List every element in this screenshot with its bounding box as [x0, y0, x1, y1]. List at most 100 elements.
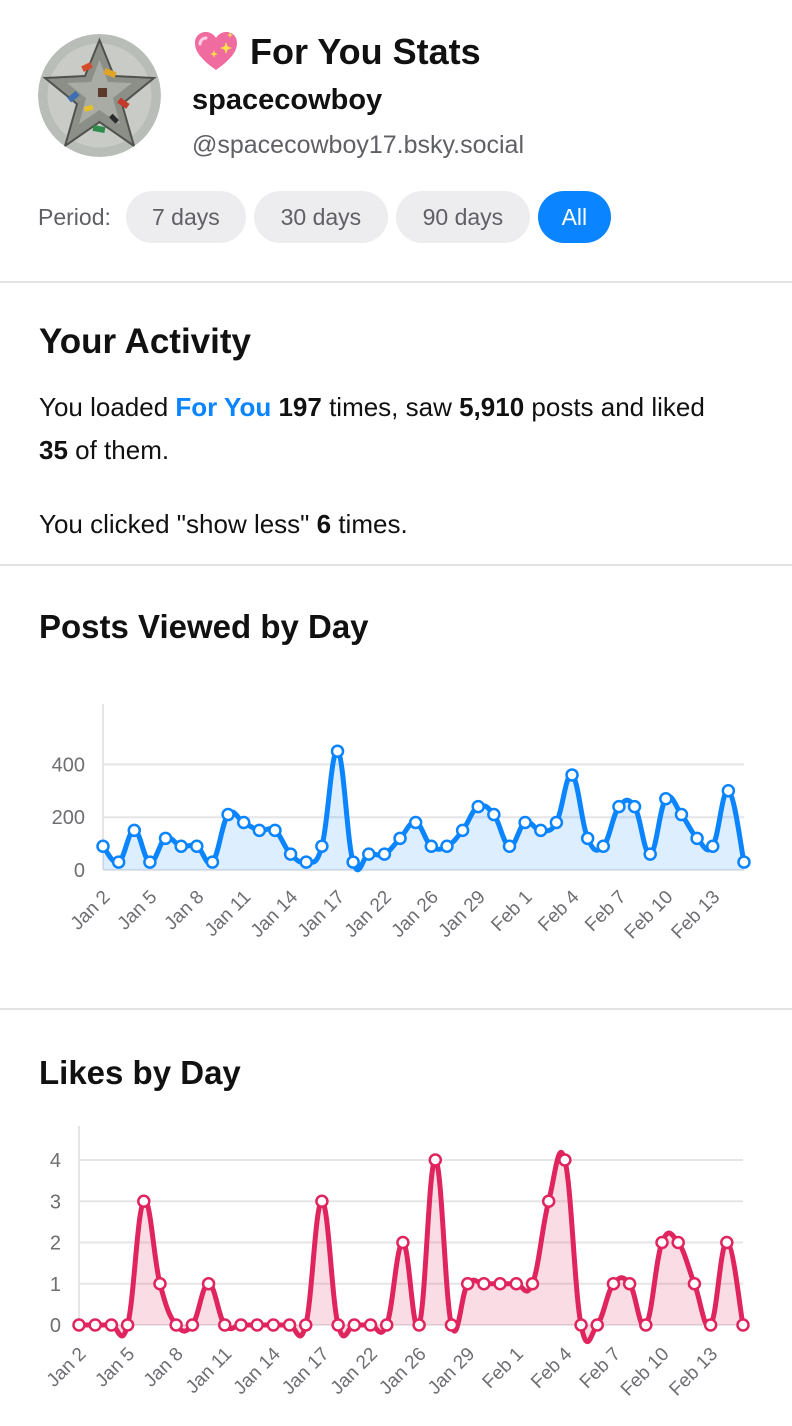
data-point[interactable]	[205, 855, 220, 869]
data-point[interactable]	[362, 847, 376, 861]
handle: @spacecowboy17.bsky.social	[192, 131, 525, 159]
data-point[interactable]	[282, 1318, 297, 1332]
data-point[interactable]	[412, 1318, 426, 1332]
data-point[interactable]	[509, 1277, 524, 1291]
data-point[interactable]	[234, 1318, 248, 1332]
summary-text: of them.	[67, 435, 170, 465]
data-point[interactable]	[346, 855, 360, 869]
period-90-days-button[interactable]: 90 days	[395, 191, 530, 243]
data-point[interactable]	[330, 744, 345, 758]
data-point[interactable]	[639, 1318, 653, 1332]
data-point[interactable]	[120, 1318, 135, 1332]
period-all-button[interactable]: All	[537, 191, 611, 243]
data-point[interactable]	[377, 847, 392, 861]
data-point[interactable]	[444, 1318, 459, 1332]
data-point[interactable]	[565, 768, 579, 782]
data-point[interactable]	[72, 1318, 86, 1332]
data-point[interactable]	[315, 839, 329, 853]
data-point[interactable]	[606, 1277, 621, 1291]
data-point[interactable]	[674, 807, 689, 822]
data-point[interactable]	[705, 839, 720, 853]
data-point[interactable]	[460, 1277, 475, 1291]
data-point[interactable]	[250, 1318, 264, 1332]
data-point[interactable]	[471, 799, 485, 814]
x-tick-label: Jan 2	[43, 1344, 91, 1392]
data-point[interactable]	[534, 823, 548, 838]
data-point[interactable]	[408, 815, 423, 830]
data-point[interactable]	[687, 1277, 702, 1291]
posts-seen-count: 5,910	[459, 392, 525, 422]
data-point[interactable]	[549, 815, 564, 830]
data-point[interactable]	[153, 1277, 167, 1291]
data-point[interactable]	[424, 839, 439, 853]
data-point[interactable]	[379, 1318, 394, 1332]
data-point[interactable]	[137, 1194, 151, 1208]
data-point[interactable]	[331, 1318, 345, 1332]
data-point[interactable]	[169, 1318, 183, 1332]
data-point[interactable]	[493, 1277, 507, 1291]
data-point[interactable]	[440, 839, 454, 853]
data-point[interactable]	[525, 1277, 540, 1291]
summary-text: times, saw	[321, 392, 460, 422]
data-point[interactable]	[720, 1235, 734, 1250]
data-point[interactable]	[96, 839, 110, 853]
data-point[interactable]	[158, 831, 173, 846]
data-point[interactable]	[143, 855, 157, 869]
period-30-days-button[interactable]: 30 days	[253, 191, 388, 243]
data-point[interactable]	[574, 1318, 588, 1332]
data-point[interactable]	[266, 1318, 281, 1332]
data-point[interactable]	[477, 1277, 491, 1291]
period-selector: Period: 7 days 30 days 90 days All	[38, 190, 619, 244]
data-point[interactable]	[596, 839, 611, 853]
x-tick-label: Jan 8	[140, 1344, 188, 1392]
data-point[interactable]	[127, 823, 142, 838]
data-point[interactable]	[655, 1235, 669, 1250]
data-point[interactable]	[622, 1277, 637, 1291]
data-point[interactable]	[363, 1318, 378, 1332]
period-7-days-button[interactable]: 7 days	[125, 191, 246, 243]
data-point[interactable]	[104, 1318, 119, 1332]
data-point[interactable]	[659, 791, 673, 806]
data-point[interactable]	[736, 1318, 750, 1332]
data-point[interactable]	[703, 1318, 718, 1332]
data-point[interactable]	[185, 1318, 200, 1332]
data-point[interactable]	[111, 855, 126, 869]
data-point[interactable]	[737, 855, 751, 869]
data-point[interactable]	[315, 1194, 329, 1208]
data-point[interactable]	[236, 815, 251, 830]
data-point[interactable]	[201, 1277, 216, 1291]
data-point[interactable]	[690, 831, 704, 846]
data-point[interactable]	[643, 847, 657, 861]
data-point[interactable]	[580, 831, 595, 846]
data-point[interactable]	[455, 823, 470, 838]
data-point[interactable]	[721, 784, 736, 798]
data-point[interactable]	[283, 847, 298, 861]
data-point[interactable]	[190, 839, 204, 853]
data-point[interactable]	[671, 1235, 685, 1250]
data-point[interactable]	[428, 1153, 443, 1167]
data-point[interactable]	[218, 1318, 232, 1332]
data-point[interactable]	[590, 1318, 604, 1332]
y-tick-label: 3	[50, 1191, 61, 1213]
data-point[interactable]	[396, 1235, 410, 1250]
data-point[interactable]	[541, 1194, 556, 1208]
data-point[interactable]	[299, 855, 313, 869]
data-point[interactable]	[268, 823, 282, 838]
data-point[interactable]	[252, 823, 267, 838]
x-tick-label: Feb 1	[479, 1344, 528, 1393]
data-point[interactable]	[518, 815, 532, 830]
data-point[interactable]	[347, 1318, 362, 1332]
data-point[interactable]	[88, 1318, 102, 1332]
data-point[interactable]	[487, 807, 501, 822]
avatar[interactable]	[38, 34, 161, 157]
data-point[interactable]	[558, 1153, 572, 1167]
data-point[interactable]	[174, 839, 188, 853]
data-point[interactable]	[298, 1318, 313, 1332]
data-point[interactable]	[221, 807, 235, 822]
data-point[interactable]	[502, 839, 517, 853]
data-point[interactable]	[393, 831, 407, 846]
data-point[interactable]	[612, 799, 626, 814]
data-point[interactable]	[627, 799, 642, 814]
feed-link[interactable]: For You	[175, 392, 272, 422]
